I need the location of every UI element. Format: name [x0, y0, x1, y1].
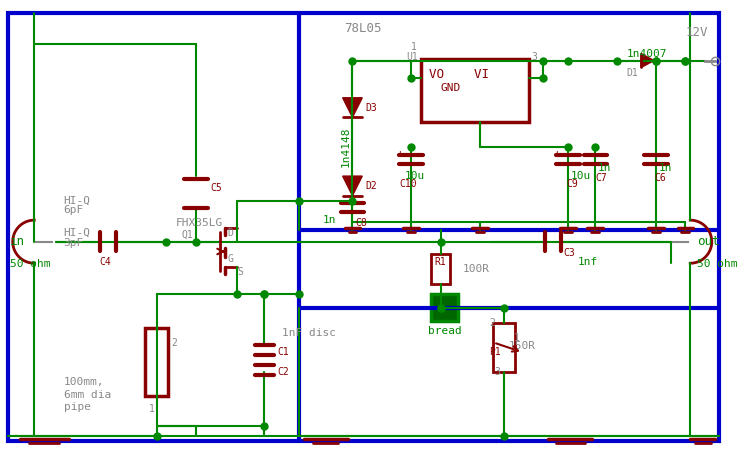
Text: C5: C5: [211, 183, 223, 193]
Text: 78L05: 78L05: [344, 22, 382, 35]
Text: 6mm dia: 6mm dia: [64, 390, 111, 400]
Text: 1nF disc: 1nF disc: [282, 328, 336, 338]
Text: 1n: 1n: [323, 215, 337, 225]
Text: +: +: [554, 148, 560, 159]
Text: HI-Q: HI-Q: [64, 228, 91, 238]
Text: 1n: 1n: [598, 163, 611, 173]
Text: 1: 1: [411, 42, 417, 52]
Text: 1n: 1n: [659, 163, 672, 173]
Text: D: D: [227, 228, 233, 238]
Bar: [431, 294, 459, 321]
Text: U1: U1: [407, 52, 418, 62]
Text: 2: 2: [171, 338, 177, 348]
Bar: [421, 59, 529, 122]
Text: 1: 1: [514, 333, 520, 343]
Text: R1: R1: [435, 257, 447, 267]
Text: +: +: [396, 148, 403, 159]
Text: 100mm,: 100mm,: [64, 377, 104, 387]
Text: 50 ohm: 50 ohm: [697, 259, 738, 269]
Bar: [431, 254, 450, 284]
Text: C2: C2: [277, 367, 289, 377]
Text: 10u: 10u: [404, 171, 424, 181]
Text: 1: 1: [149, 404, 154, 414]
Text: G: G: [227, 254, 233, 264]
Text: GND: GND: [441, 83, 461, 93]
Text: C1: C1: [277, 347, 289, 357]
Text: bread: bread: [428, 326, 462, 336]
Polygon shape: [641, 54, 654, 67]
Text: FHX35LG: FHX35LG: [177, 218, 223, 228]
Text: 10u: 10u: [571, 171, 591, 181]
Text: 2: 2: [490, 318, 496, 328]
Text: 6pF: 6pF: [64, 206, 84, 216]
Text: 3: 3: [494, 367, 500, 377]
Text: 3: 3: [531, 52, 537, 62]
Text: in: in: [10, 235, 24, 248]
Polygon shape: [343, 98, 362, 117]
Text: HI-Q: HI-Q: [64, 196, 91, 206]
Text: D3: D3: [365, 103, 377, 113]
Text: 50 ohm: 50 ohm: [10, 259, 50, 269]
Text: D1: D1: [626, 69, 638, 79]
Text: D2: D2: [365, 181, 377, 191]
Text: 3pF: 3pF: [64, 238, 84, 248]
Text: S: S: [237, 267, 243, 277]
Text: pipe: pipe: [64, 402, 91, 412]
Text: 1nf: 1nf: [577, 257, 598, 267]
Text: out: out: [697, 235, 720, 248]
Text: C9: C9: [566, 179, 577, 189]
Text: C6: C6: [654, 173, 666, 183]
Polygon shape: [343, 176, 362, 196]
Text: C4: C4: [100, 257, 111, 267]
Text: C7: C7: [595, 173, 607, 183]
Text: 150R: 150R: [509, 340, 536, 350]
Text: 12V: 12V: [686, 26, 708, 39]
Text: C10: C10: [399, 179, 417, 189]
Text: C8: C8: [355, 218, 367, 228]
Bar: [145, 328, 168, 396]
Text: 100R: 100R: [463, 264, 490, 274]
Text: P1: P1: [490, 347, 502, 357]
Text: C3: C3: [563, 247, 575, 257]
Text: 1n4148: 1n4148: [341, 127, 351, 167]
Text: Q1: Q1: [181, 230, 193, 240]
Bar: [493, 323, 515, 372]
Text: 1n4007: 1n4007: [626, 49, 667, 59]
Text: VO    VI: VO VI: [429, 69, 489, 81]
